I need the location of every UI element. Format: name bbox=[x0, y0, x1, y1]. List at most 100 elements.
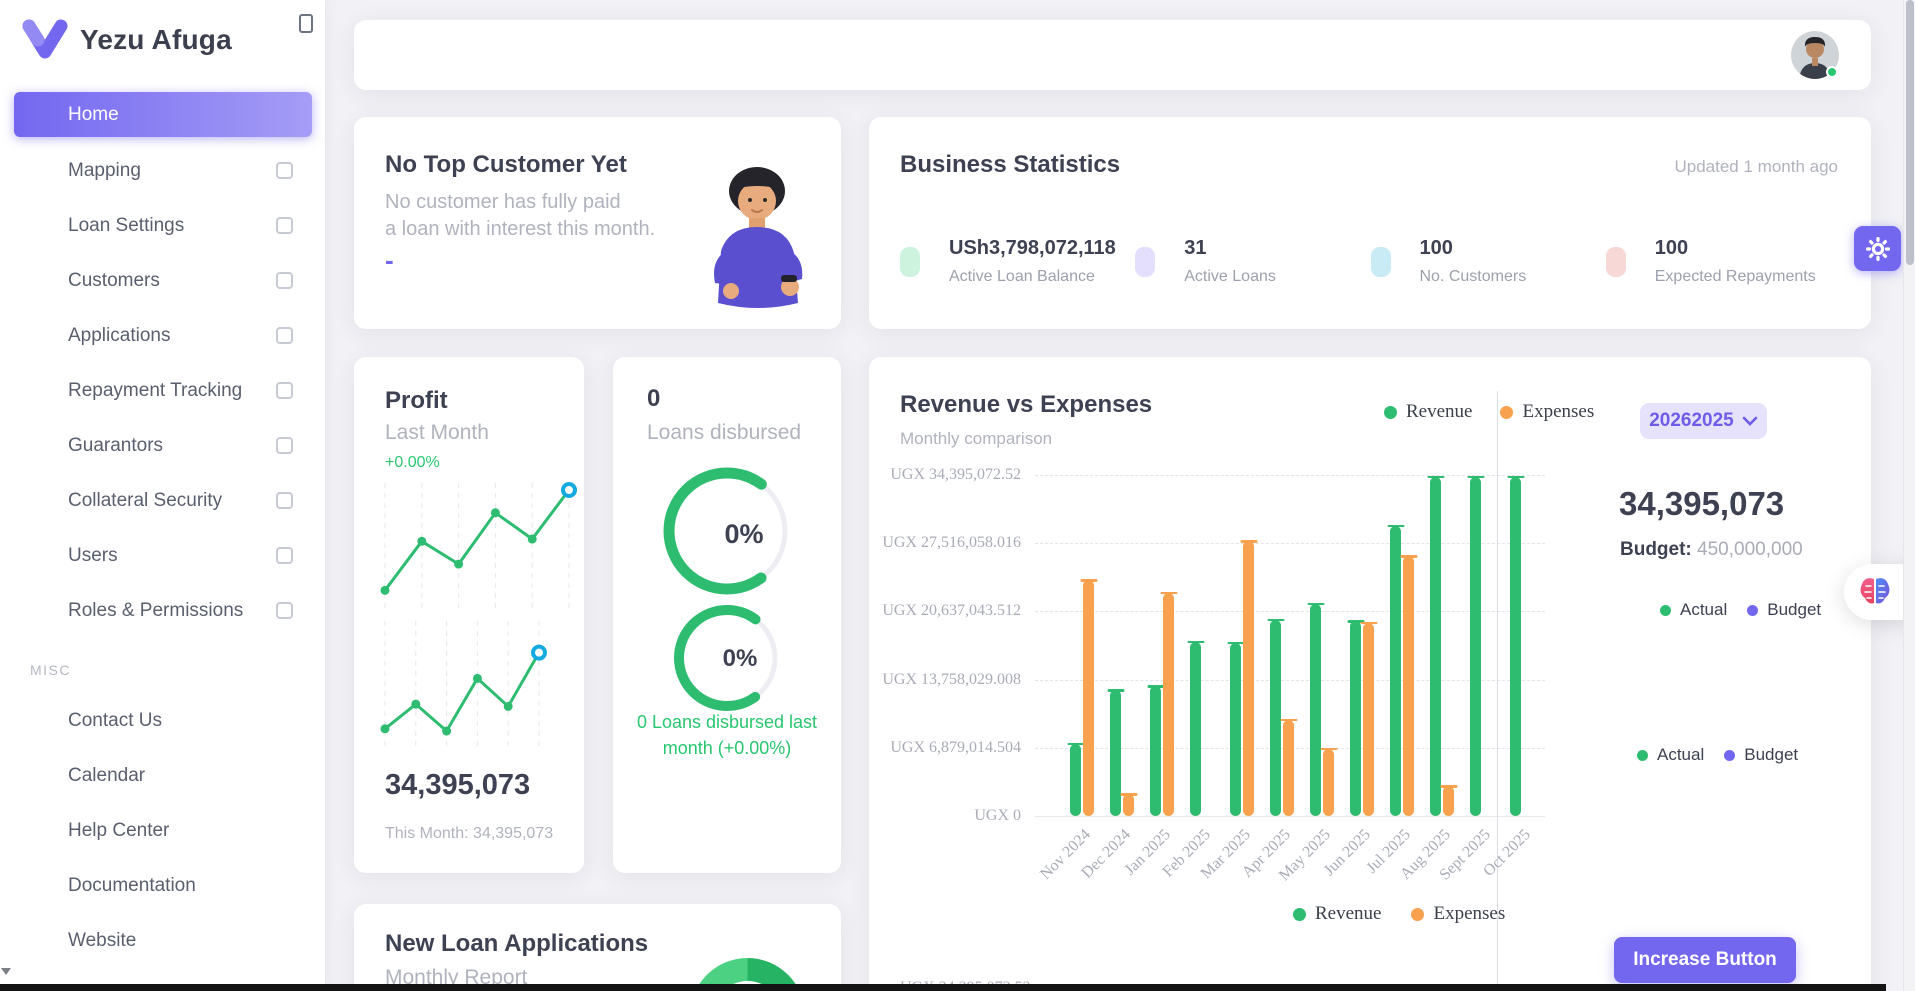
gridline bbox=[1035, 816, 1545, 817]
bar-cap bbox=[1440, 785, 1457, 788]
sidebar-item-label: Customers bbox=[68, 269, 160, 291]
loans-gauge-top bbox=[663, 467, 791, 595]
sidebar-item-customers[interactable]: Customers bbox=[0, 253, 326, 308]
sidebar-item-roles-permissions[interactable]: Roles & Permissions bbox=[0, 583, 326, 638]
actual-dot-icon bbox=[1637, 749, 1648, 761]
bar-cap bbox=[1067, 742, 1084, 746]
brain-icon bbox=[1860, 578, 1890, 604]
bar-cap bbox=[1280, 718, 1297, 722]
bar-cap bbox=[1467, 475, 1484, 479]
budget-dot-icon bbox=[1747, 604, 1759, 616]
legend-item-revenue[interactable]: Revenue bbox=[1384, 401, 1472, 423]
sidebar-item-help-center[interactable]: Help Center bbox=[0, 803, 326, 858]
card-subtitle: No customer has fully paid a loan with i… bbox=[385, 189, 655, 243]
sidebar-item-calendar[interactable]: Calendar bbox=[0, 748, 326, 803]
gridline bbox=[1035, 679, 1545, 681]
chevron-down-icon bbox=[1742, 416, 1758, 426]
scrollbar-down-arrow-icon[interactable] bbox=[1, 968, 11, 975]
sidebar-collapse-icon[interactable] bbox=[299, 14, 313, 33]
stat-active-loans: 31 Active Loans bbox=[1135, 237, 1370, 286]
checkbox-icon[interactable] bbox=[276, 161, 293, 179]
legend-label: Revenue bbox=[1315, 903, 1382, 924]
checkbox-icon[interactable] bbox=[276, 216, 293, 234]
bottom-bar bbox=[0, 984, 1886, 991]
gauge-bottom-value: 0% bbox=[722, 645, 758, 672]
sidebar-item-loan-settings[interactable]: Loan Settings bbox=[0, 198, 326, 253]
y-axis-label: UGX 0 bbox=[974, 807, 1021, 824]
checkbox-icon[interactable] bbox=[276, 381, 293, 399]
logo[interactable]: Yezu Afuga bbox=[22, 16, 304, 64]
stat-dot-icon bbox=[1370, 247, 1391, 277]
legend-item-budget[interactable]: Budget bbox=[1747, 600, 1821, 620]
budget-label: Budget: bbox=[1620, 539, 1692, 560]
revenue-dot-icon bbox=[1293, 907, 1306, 921]
legend-item-expenses[interactable]: Expenses bbox=[1500, 401, 1594, 423]
bar-revenue-may-2025 bbox=[1307, 602, 1324, 816]
legend-item-revenue[interactable]: Revenue bbox=[1293, 903, 1381, 925]
stat-active-loan-balance: USh3,798,072,118 Active Loan Balance bbox=[900, 237, 1135, 286]
checkbox-icon[interactable] bbox=[276, 271, 293, 289]
sidebar-item-mapping[interactable]: Mapping bbox=[0, 143, 326, 198]
card-subtitle: Monthly Report bbox=[385, 966, 528, 989]
checkbox-icon[interactable] bbox=[276, 491, 293, 509]
profit-period: Last Month bbox=[385, 421, 489, 444]
scrollbar-thumb[interactable] bbox=[1906, 0, 1914, 265]
sidebar-item-applications[interactable]: Applications bbox=[0, 308, 326, 363]
bar-revenue-mar-2025 bbox=[1227, 641, 1244, 816]
increase-button[interactable]: Increase Button bbox=[1614, 937, 1796, 983]
sidebar-item-label: Calendar bbox=[68, 764, 146, 786]
checkbox-icon[interactable] bbox=[276, 601, 293, 619]
bar-cap bbox=[1120, 793, 1137, 796]
sidebar-item-contact-us[interactable]: Contact Us bbox=[0, 693, 326, 748]
settings-fab[interactable] bbox=[1854, 226, 1901, 271]
sidebar-item-label: Roles & Permissions bbox=[68, 599, 244, 621]
card-title: Business Statistics bbox=[900, 151, 1121, 178]
legend-item-expenses[interactable]: Expenses bbox=[1411, 903, 1505, 925]
y-axis-label: UGX 13,758,029.008 bbox=[882, 670, 1021, 688]
legend-item-actual[interactable]: Actual bbox=[1660, 600, 1727, 620]
bar-cap bbox=[1347, 620, 1364, 623]
sidebar-item-label: Collateral Security bbox=[68, 489, 223, 511]
checkbox-icon[interactable] bbox=[276, 326, 293, 344]
sidebar-item-documentation[interactable]: Documentation bbox=[0, 858, 326, 913]
checkbox-icon[interactable] bbox=[276, 436, 293, 454]
bar-expenses-dec-2024 bbox=[1120, 793, 1137, 816]
sidebar-item-label: Guarantors bbox=[68, 434, 164, 456]
page-scrollbar[interactable] bbox=[1903, 0, 1915, 991]
year-selector-dropdown[interactable]: 20262025 bbox=[1640, 403, 1767, 439]
budget-dot-icon bbox=[1724, 749, 1736, 761]
actual-budget-legend-2: Actual Budget bbox=[1637, 745, 1798, 765]
stat-dot-icon bbox=[900, 247, 920, 277]
user-avatar[interactable] bbox=[1791, 31, 1839, 79]
actual-dot-icon bbox=[1660, 604, 1671, 616]
sidebar-item-home[interactable]: Home bbox=[14, 92, 312, 137]
legend-label: Revenue bbox=[1406, 401, 1473, 422]
checkbox-icon[interactable] bbox=[276, 546, 293, 564]
bar-revenue-aug-2025 bbox=[1427, 475, 1444, 816]
empty-value-dash: - bbox=[385, 245, 394, 275]
legend-item-actual[interactable]: Actual bbox=[1637, 745, 1704, 765]
subtitle-line-1: No customer has fully paid bbox=[385, 191, 621, 213]
bar-revenue-jul-2025 bbox=[1387, 524, 1404, 816]
sidebar-nav-misc: Contact Us Calendar Help Center Documentati… bbox=[0, 693, 326, 968]
bar-revenue-jun-2025 bbox=[1347, 620, 1364, 816]
actual-budget-legend-1: Actual Budget bbox=[1660, 600, 1821, 620]
sidebar-item-collateral-security[interactable]: Collateral Security bbox=[0, 473, 326, 528]
profit-card: Profit Last Month +0.00% 34,395,073 This… bbox=[354, 357, 584, 873]
new-loan-applications-card: New Loan Applications Monthly Report bbox=[354, 904, 841, 991]
stat-label: Active Loans bbox=[1184, 268, 1276, 285]
legend-item-budget[interactable]: Budget bbox=[1724, 745, 1798, 765]
sidebar-item-guarantors[interactable]: Guarantors bbox=[0, 418, 326, 473]
gear-icon bbox=[1865, 236, 1890, 261]
sidebar-item-users[interactable]: Users bbox=[0, 528, 326, 583]
sidebar-item-website[interactable]: Website bbox=[0, 913, 326, 968]
stat-no-customers: 100 No. Customers bbox=[1370, 237, 1606, 286]
gauge-top-value: 0% bbox=[724, 519, 764, 549]
sidebar-item-label: Website bbox=[68, 929, 137, 951]
sidebar-item-repayment-tracking[interactable]: Repayment Tracking bbox=[0, 363, 326, 418]
card-title: Profit bbox=[385, 387, 448, 414]
profit-footnote: This Month: 34,395,073 bbox=[385, 825, 554, 842]
stat-expected-repayments: 100 Expected Repayments bbox=[1605, 237, 1841, 286]
revenue-dot-icon bbox=[1384, 405, 1397, 419]
card-subtitle: Monthly comparison bbox=[900, 429, 1053, 448]
